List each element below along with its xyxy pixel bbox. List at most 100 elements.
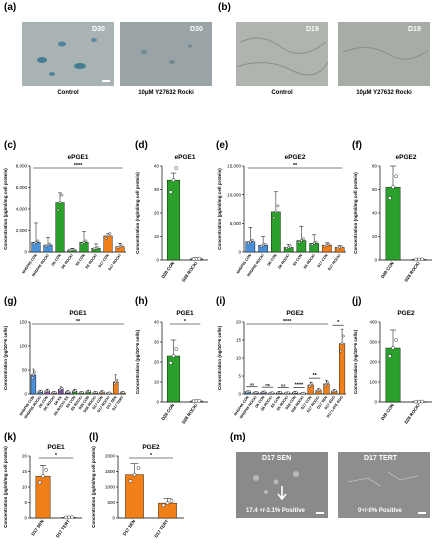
y-tick-label: 15 — [22, 469, 28, 474]
data-point — [46, 389, 50, 392]
category-label: D17 ROCKi — [108, 253, 122, 271]
category-label: D17 CON — [98, 253, 110, 268]
data-point — [53, 391, 57, 394]
micrograph-a-control-image — [22, 22, 114, 86]
panel-label-d: (d) — [135, 140, 148, 151]
data-point — [84, 239, 88, 243]
panel-label-b: (b) — [218, 2, 231, 13]
panel-label-i: (i) — [216, 296, 226, 307]
data-point — [32, 242, 36, 246]
chart-h: PGE1 Concentration (pg/10^6 cells) 0 10 20 30… — [135, 310, 208, 425]
data-point — [342, 334, 345, 338]
category-label: D17 ROCKi — [327, 253, 341, 271]
y-tick-label: 0 — [24, 392, 27, 397]
data-point — [272, 216, 276, 220]
category-label: D6 ROCKi — [61, 253, 74, 269]
category-label: D6 CON — [38, 395, 49, 409]
chart-k: PGE1 Concentration (pg/ml/mg cell protein… — [3, 444, 82, 539]
micrograph-m-sen-tag: D17 SEN — [262, 455, 292, 462]
data-point — [388, 354, 392, 358]
data-point — [249, 240, 252, 243]
y-tick-label: 60 — [372, 187, 378, 192]
data-point — [106, 234, 110, 238]
category-label: D17 CON — [316, 253, 328, 268]
panel-label-l: (l) — [89, 432, 99, 443]
data-point — [279, 391, 282, 394]
data-point — [271, 391, 275, 395]
data-point — [294, 391, 298, 394]
data-point — [174, 347, 179, 351]
significance-label: **** — [283, 319, 292, 325]
data-point — [33, 370, 36, 374]
chart-i: PGE2 Concentration (ng/10^6 cells) 0 5 10 15 2… — [217, 310, 346, 419]
data-point — [58, 201, 62, 204]
y-tick-label: 5,000 — [230, 221, 242, 226]
data-point — [420, 257, 424, 262]
data-point — [60, 193, 64, 197]
data-point — [67, 515, 71, 520]
data-point — [391, 185, 395, 189]
chart-e: ePGE2 Concentration (pg/ml/mg cell protei… — [217, 154, 346, 277]
data-point — [36, 239, 40, 243]
significance-label: * — [55, 453, 58, 459]
y-axis-label: Concentration (pg/ml/mg cell protein) — [91, 446, 96, 528]
data-point — [72, 248, 76, 251]
panel-label-e: (e) — [216, 140, 229, 151]
significance-label: ** — [312, 373, 317, 379]
category-label: D28 CON — [380, 403, 395, 421]
panel-label-a: (a) — [4, 2, 17, 13]
data-point — [70, 515, 74, 520]
y-tick-label: 40 — [372, 211, 378, 216]
y-tick-label: 1000 — [105, 485, 116, 490]
data-point — [388, 196, 392, 200]
data-point — [314, 240, 318, 244]
data-point — [263, 390, 267, 394]
data-point — [67, 390, 71, 394]
category-label: E6 ROCKi — [303, 253, 316, 269]
y-tick-label: 10 — [22, 485, 28, 490]
category-label: E6 CON — [65, 395, 76, 409]
y-tick-label: 30 — [154, 340, 160, 345]
chart-title: ePGE2 — [285, 154, 306, 161]
data-point — [168, 361, 173, 365]
data-point — [136, 466, 141, 470]
data-point — [60, 387, 64, 390]
data-point — [74, 389, 77, 392]
chart-title: PGE2 — [397, 310, 415, 317]
data-point — [94, 391, 98, 394]
y-axis-label: Concentration (pg/10^6 cells) — [135, 329, 140, 394]
micrograph-b-rocki-tag: D19 — [408, 26, 421, 33]
data-point — [46, 243, 50, 247]
micrograph-a-rocki-tag: D30 — [190, 26, 203, 33]
data-point — [165, 501, 170, 505]
y-tick-label: 40 — [154, 164, 160, 169]
y-axis-label: Concentration (pg/10^6 cells) — [3, 325, 8, 390]
data-point — [44, 244, 48, 248]
y-tick-label: 40 — [154, 320, 160, 325]
y-axis-label: Concentration (ng/ml/mg cell protein) — [353, 172, 358, 254]
data-point — [340, 245, 343, 249]
data-point — [417, 257, 421, 262]
y-tick-label: 10,000 — [227, 192, 241, 197]
micrograph-b-control — [236, 22, 328, 86]
data-point — [312, 242, 316, 245]
data-point — [132, 472, 137, 477]
data-point — [263, 242, 267, 246]
data-point — [115, 378, 119, 382]
data-point — [40, 389, 43, 393]
bar — [385, 347, 401, 403]
y-tick-label: 0 — [374, 258, 377, 263]
y-tick-label: 30 — [154, 187, 160, 192]
panel-label-h: (h) — [135, 296, 148, 307]
micrograph-a-rocki-image — [120, 22, 212, 86]
category-label: D28 ROCKi — [181, 403, 199, 425]
data-point — [287, 391, 290, 395]
data-point — [41, 474, 45, 478]
micrograph-b-control-caption: Control — [271, 90, 293, 96]
data-point — [34, 241, 38, 244]
y-tick-label: 0 — [156, 400, 159, 405]
data-point — [261, 243, 265, 247]
category-label: D6 ROCKi — [277, 253, 290, 269]
data-point — [302, 391, 306, 395]
data-point — [171, 354, 176, 358]
